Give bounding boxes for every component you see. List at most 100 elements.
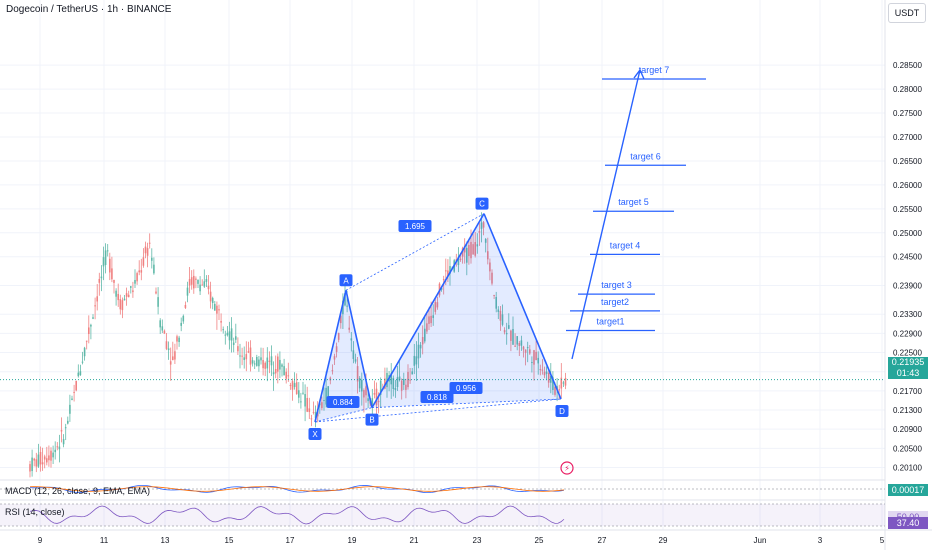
candle-body: [182, 315, 185, 322]
candle-body: [314, 412, 317, 419]
candle-body: [64, 427, 67, 429]
rsi-label[interactable]: RSI (14, close): [5, 507, 65, 517]
candle-body: [352, 350, 355, 359]
candle-body: [195, 278, 197, 280]
candle-body: [476, 244, 479, 247]
candle-body: [306, 397, 308, 412]
candle-body: [558, 389, 560, 391]
candle-body: [146, 248, 149, 256]
candle-body: [193, 275, 195, 289]
point-label-b-box: [365, 413, 379, 426]
candle-body: [39, 451, 42, 465]
candle-body: [81, 361, 84, 363]
candle-body: [222, 329, 224, 331]
candle-body: [524, 349, 527, 353]
price-tick-label: 0.23300: [893, 310, 922, 319]
candle-body: [163, 330, 166, 334]
candle-body: [430, 315, 432, 324]
candle-body: [52, 452, 54, 458]
candle-body: [356, 366, 359, 382]
candle-body: [547, 373, 550, 383]
candle-body: [201, 284, 203, 286]
current-price-badge: 0.21935 01:43: [888, 357, 928, 379]
candle-body: [100, 276, 103, 279]
point-label-a-box: [339, 274, 353, 287]
candle-body: [398, 376, 401, 381]
candle-body: [449, 266, 451, 274]
candle-body: [266, 357, 269, 369]
candle-body: [155, 291, 157, 294]
candle-body: [157, 297, 159, 307]
candle-body: [516, 336, 518, 345]
candle-body: [176, 336, 178, 342]
candle-body: [169, 361, 172, 365]
candle-body: [270, 356, 273, 366]
price-tick-label: 0.21300: [893, 406, 922, 415]
candle-body: [470, 241, 472, 259]
candle-body: [94, 305, 96, 307]
time-tick-label: 29: [659, 536, 668, 545]
candle-body: [480, 222, 483, 229]
candle-body: [358, 378, 361, 389]
ratio-line-xb: [314, 407, 373, 423]
candle-body: [457, 256, 460, 266]
candle-body: [331, 370, 334, 372]
candle-body: [537, 357, 539, 364]
candle-body: [37, 454, 40, 467]
candle-body: [113, 279, 115, 283]
candle-body: [428, 316, 430, 324]
time-tick-label: 17: [286, 536, 295, 545]
bar-countdown: 01:43: [896, 368, 920, 378]
candle-body: [400, 380, 403, 391]
price-tick-label: 0.20900: [893, 425, 922, 434]
candle-body: [180, 322, 182, 326]
target-label: target1: [596, 317, 624, 327]
candle-body: [140, 270, 143, 273]
price-tick-label: 0.21700: [893, 387, 922, 396]
candle-body: [424, 328, 426, 342]
candle-body: [411, 371, 413, 375]
currency-button[interactable]: USDT: [888, 3, 926, 23]
symbol-title[interactable]: Dogecoin / TetherUS · 1h · BINANCE: [6, 4, 172, 15]
candle-body: [79, 371, 82, 376]
candle-body: [111, 268, 113, 280]
candle-body: [501, 314, 504, 325]
ratio-label-box: [420, 391, 454, 403]
candle-body: [85, 340, 88, 342]
candle-body: [512, 328, 514, 345]
candle-body: [403, 379, 405, 385]
candle-body: [186, 287, 189, 296]
candle-body: [302, 392, 304, 394]
candle-body: [83, 347, 86, 357]
candle-body: [274, 368, 277, 374]
candle-body: [203, 281, 206, 287]
candle-body: [220, 321, 222, 323]
candle-body: [487, 251, 489, 260]
price-tick-label: 0.25000: [893, 229, 922, 238]
time-tick-label: 11: [100, 536, 109, 545]
candle-body: [245, 354, 248, 360]
candle-body: [281, 364, 283, 367]
candle-body: [102, 257, 105, 267]
target-label: target2: [601, 297, 629, 307]
candle-body: [199, 284, 201, 292]
candle-body: [377, 400, 380, 403]
leg-ab: [345, 290, 373, 408]
pattern-bcd-fill: [372, 213, 561, 408]
candle-body: [445, 270, 447, 272]
price-tick-label: 0.28500: [893, 61, 922, 70]
target-label: target 3: [601, 280, 632, 290]
candle-body: [232, 342, 235, 345]
candle-body: [115, 290, 117, 297]
candle-body: [472, 244, 474, 255]
candle-body: [90, 324, 92, 327]
candle-body: [321, 402, 323, 409]
target-label: target 4: [610, 240, 641, 250]
price-tick-label: 0.27500: [893, 109, 922, 118]
target-label: target 7: [639, 65, 670, 75]
candle-body: [75, 381, 77, 391]
candle-body: [109, 258, 111, 273]
macd-label[interactable]: MACD (12, 26, close, 9, EMA, EMA): [5, 486, 151, 496]
price-tick-label: 0.27000: [893, 133, 922, 142]
